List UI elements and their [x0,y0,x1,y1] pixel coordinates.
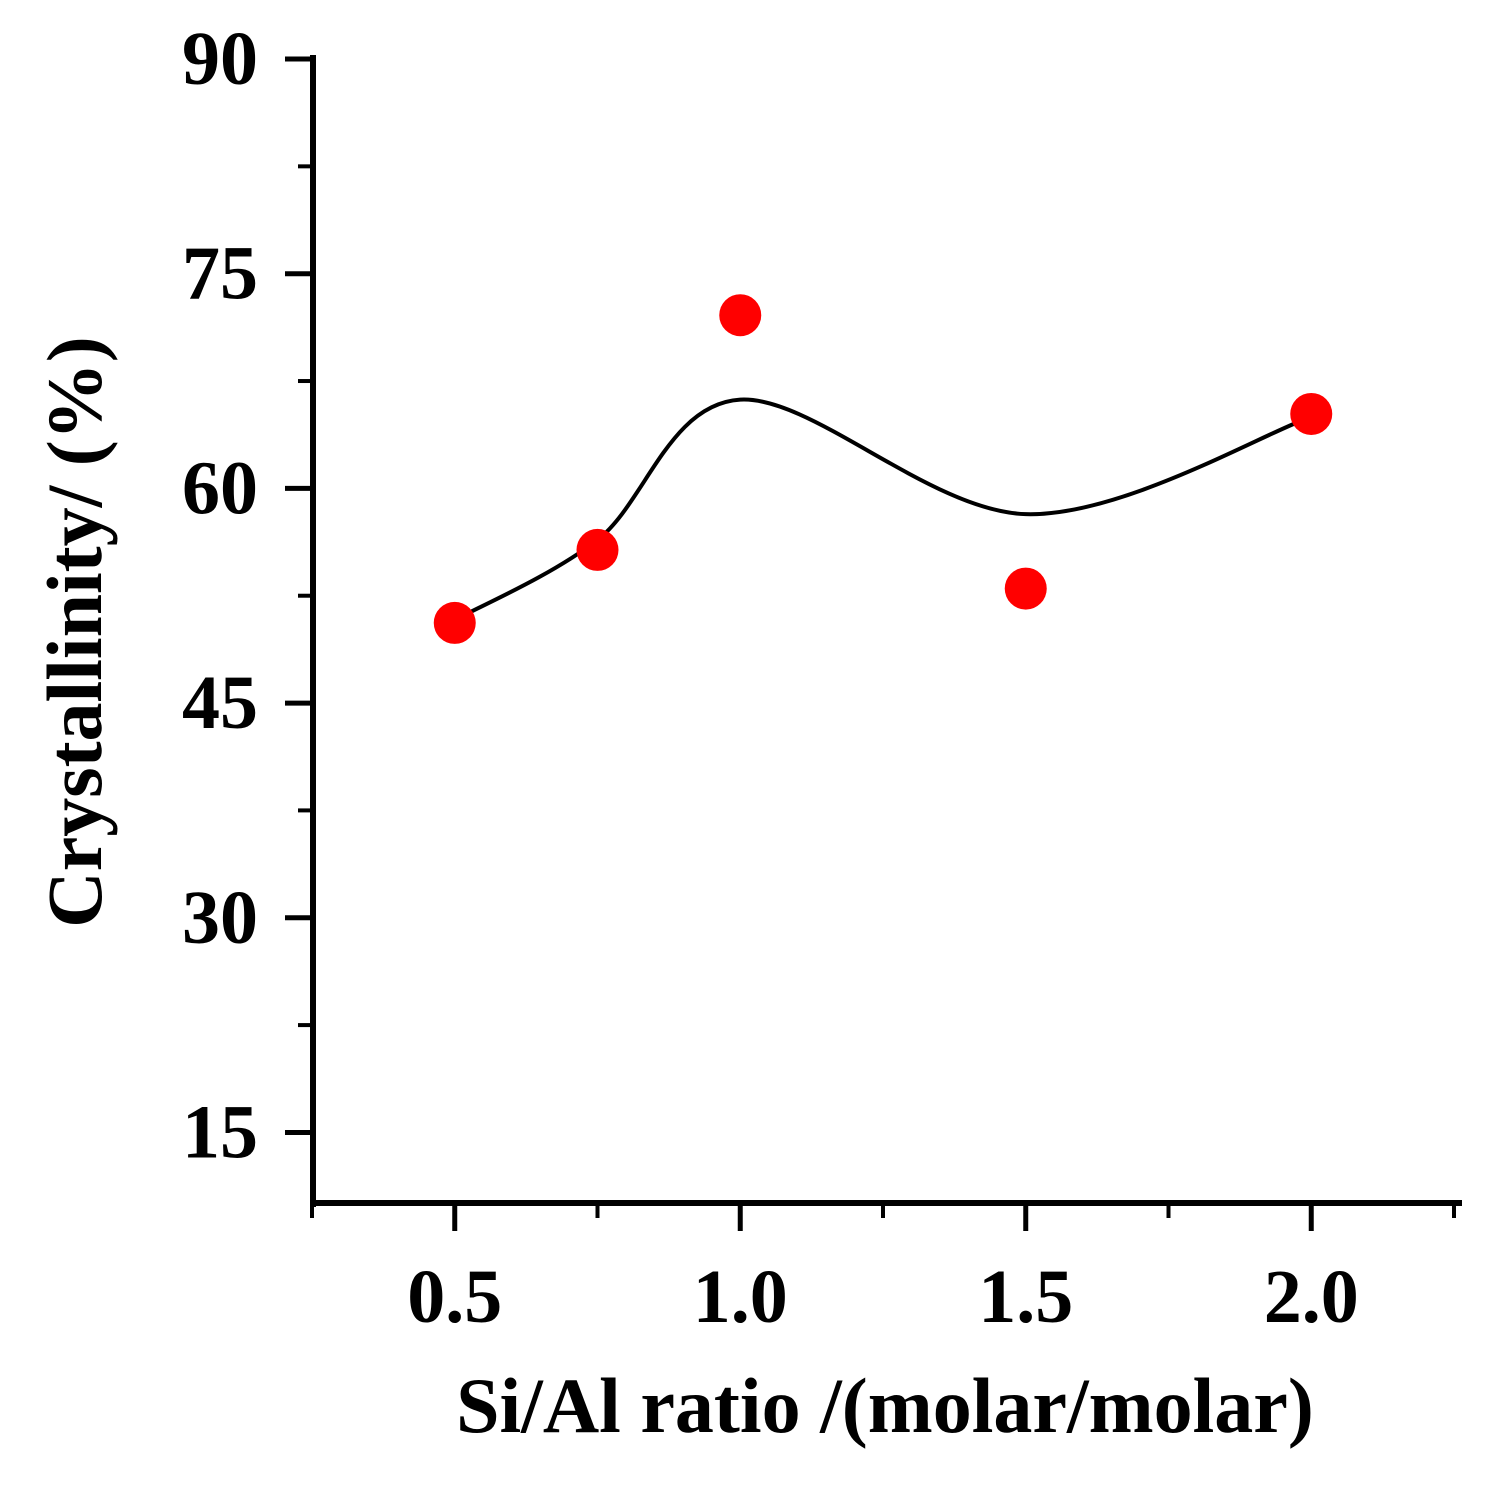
points-layer [433,294,1333,644]
curve-layer [453,397,1312,622]
label-layer: Si/Al ratio /(molar/molar) Crystallinity… [31,336,1314,1449]
x-tick-label: 1.0 [693,1255,788,1339]
data-point [1004,567,1047,610]
data-point [1290,392,1333,435]
x-tick-label: 0.5 [407,1255,502,1339]
x-tick-label: 1.5 [978,1255,1073,1339]
fit-curve [453,397,1312,622]
y-axis-label: Crystallinity/ (%) [31,336,118,927]
axes-layer: 15 30 45 60 75 90 0.5 1.0 1.5 2.0 [182,17,1462,1339]
data-point [719,294,762,337]
y-tick-label: 60 [182,446,258,530]
y-tick-label: 45 [182,661,258,745]
y-tick-label: 30 [182,876,258,960]
data-point [433,601,476,644]
data-point [576,528,619,571]
x-axis-label: Si/Al ratio /(molar/molar) [456,1362,1314,1449]
x-tick-label: 2.0 [1264,1255,1359,1339]
y-tick-label: 90 [182,17,258,101]
y-tick-label: 15 [182,1090,258,1174]
y-tick-label: 75 [182,232,258,316]
